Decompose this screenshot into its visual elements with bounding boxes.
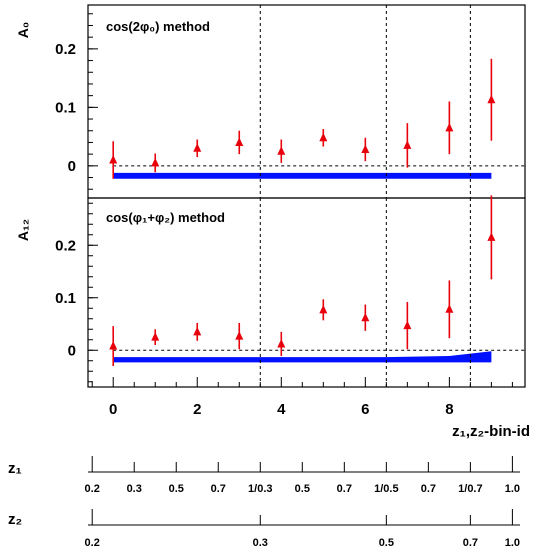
z1-tick-label: 1/0.7 xyxy=(458,483,482,495)
panel-a0-data-point xyxy=(403,140,412,149)
panel-a12-dashed-lines xyxy=(113,198,525,387)
z2-scale-ticks: 0.2 0.3 0.5 0.7 1.0 xyxy=(85,509,520,549)
z2-tick-label: 0.2 xyxy=(85,537,100,549)
panel-a12-y-tick-label: 0.1 xyxy=(55,290,76,307)
panel-a12-data-point xyxy=(277,338,286,348)
panel-a0-band-group xyxy=(113,172,492,179)
panel-a12-data-point xyxy=(403,320,412,330)
panel-a12-data-point xyxy=(445,304,454,313)
panel-a12-y-ticks: 0 0.1 0.2 xyxy=(55,202,98,383)
panel-a0-data-point xyxy=(487,94,496,104)
panel-a0-dashed-lines xyxy=(113,5,525,198)
panel-a12-data-point xyxy=(361,312,370,322)
z2-tick-label: 0.7 xyxy=(463,537,478,549)
panel-a12-systematic-band xyxy=(113,351,492,363)
x-tick-label: 6 xyxy=(361,401,369,418)
x-axis-label: z₁,z₂-bin-id xyxy=(452,423,530,440)
x-tick-label: 0 xyxy=(109,401,117,418)
z1-tick-label: 0.2 xyxy=(85,483,100,495)
z2-tick-label: 0.3 xyxy=(253,537,268,549)
panel-a12-data-point xyxy=(487,232,496,241)
panel-a0: 0 0.1 0.2 cos(2φ₀) method A₀ xyxy=(15,4,526,199)
panel-a12-y-tick-label: 0.2 xyxy=(55,237,76,254)
z1-scale-ticks: 0.2 0.3 0.5 0.7 1/0.3 0.5 0.7 1/0.5 0.7 1/0.7 1.0 xyxy=(85,456,520,495)
panel-a12-y-axis-label: A₁₂ xyxy=(15,219,31,241)
z1-tick-label: 0.5 xyxy=(295,483,310,495)
panel-a12: 0 0.1 0.2 cos(φ₁+φ₂) method A₁₂ xyxy=(15,195,526,388)
z1-tick-label: 1/0.3 xyxy=(248,483,272,495)
panel-a12-data-point xyxy=(193,326,202,336)
panel-a0-systematic-band xyxy=(113,172,492,179)
panel-a0-data-point xyxy=(151,157,160,167)
panel-a0-data-point xyxy=(319,132,328,142)
panel-a12-band-group xyxy=(113,351,492,363)
panel-a0-data-point xyxy=(235,137,244,146)
panel-a0-data-point xyxy=(193,143,202,152)
panel-a0-data-points xyxy=(109,58,496,179)
z1-tick-label: 1/0.5 xyxy=(374,483,398,495)
panel-a12-y-tick-label: 0 xyxy=(68,342,76,359)
panel-a0-data-point xyxy=(109,154,118,164)
z1-tick-label: 0.7 xyxy=(211,483,226,495)
panel-a12-data-point xyxy=(109,341,118,350)
panel-a0-y-tick-label: 0 xyxy=(68,158,76,175)
panel-a12-frame xyxy=(87,197,526,388)
z2-tick-label: 1.0 xyxy=(505,537,520,549)
z1-tick-label: 0.5 xyxy=(169,483,184,495)
panel-a0-y-tick-label: 0.2 xyxy=(55,41,76,58)
panel-a0-data-point xyxy=(277,146,286,155)
z2-scale-label: z₂ xyxy=(8,511,22,528)
panel-a0-data-point xyxy=(361,144,370,153)
z1-tick-label: 1.0 xyxy=(505,483,520,495)
panel-a12-method-label: cos(φ₁+φ₂) method xyxy=(106,210,225,225)
x-tick-label: 2 xyxy=(193,401,201,418)
panel-a12-data-point xyxy=(151,332,160,341)
z2-tick-label: 0.5 xyxy=(379,537,394,549)
panel-a0-data-point xyxy=(445,122,454,132)
panel-a0-y-ticks: 0 0.1 0.2 xyxy=(55,13,98,190)
z1-scale-label: z₁ xyxy=(8,460,22,477)
x-tick-label: 8 xyxy=(445,401,453,418)
panel-a12-data-point xyxy=(235,331,244,340)
panel-a12-data-point xyxy=(319,304,328,314)
panel-a0-y-axis-label: A₀ xyxy=(15,22,31,38)
panel-a0-method-label: cos(2φ₀) method xyxy=(106,19,210,34)
z1-tick-label: 0.7 xyxy=(337,483,352,495)
panel-a12-data-points xyxy=(109,195,496,366)
z1-tick-label: 0.7 xyxy=(421,483,436,495)
x-axis-ticks: 0 2 4 6 8 xyxy=(91,377,513,418)
panel-a0-y-tick-label: 0.1 xyxy=(55,99,76,116)
z1-tick-label: 0.3 xyxy=(127,483,142,495)
x-tick-label: 4 xyxy=(277,401,286,418)
